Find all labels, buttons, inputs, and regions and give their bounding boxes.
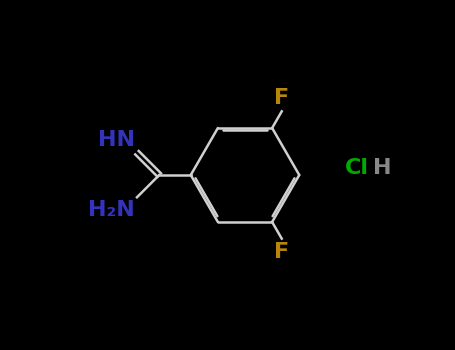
Text: F: F: [274, 88, 289, 108]
Text: H: H: [374, 158, 392, 178]
Text: H₂N: H₂N: [88, 200, 135, 220]
Text: ·: ·: [359, 154, 369, 182]
Text: F: F: [274, 242, 289, 262]
Text: Cl: Cl: [345, 158, 369, 178]
Text: HN: HN: [98, 130, 135, 150]
